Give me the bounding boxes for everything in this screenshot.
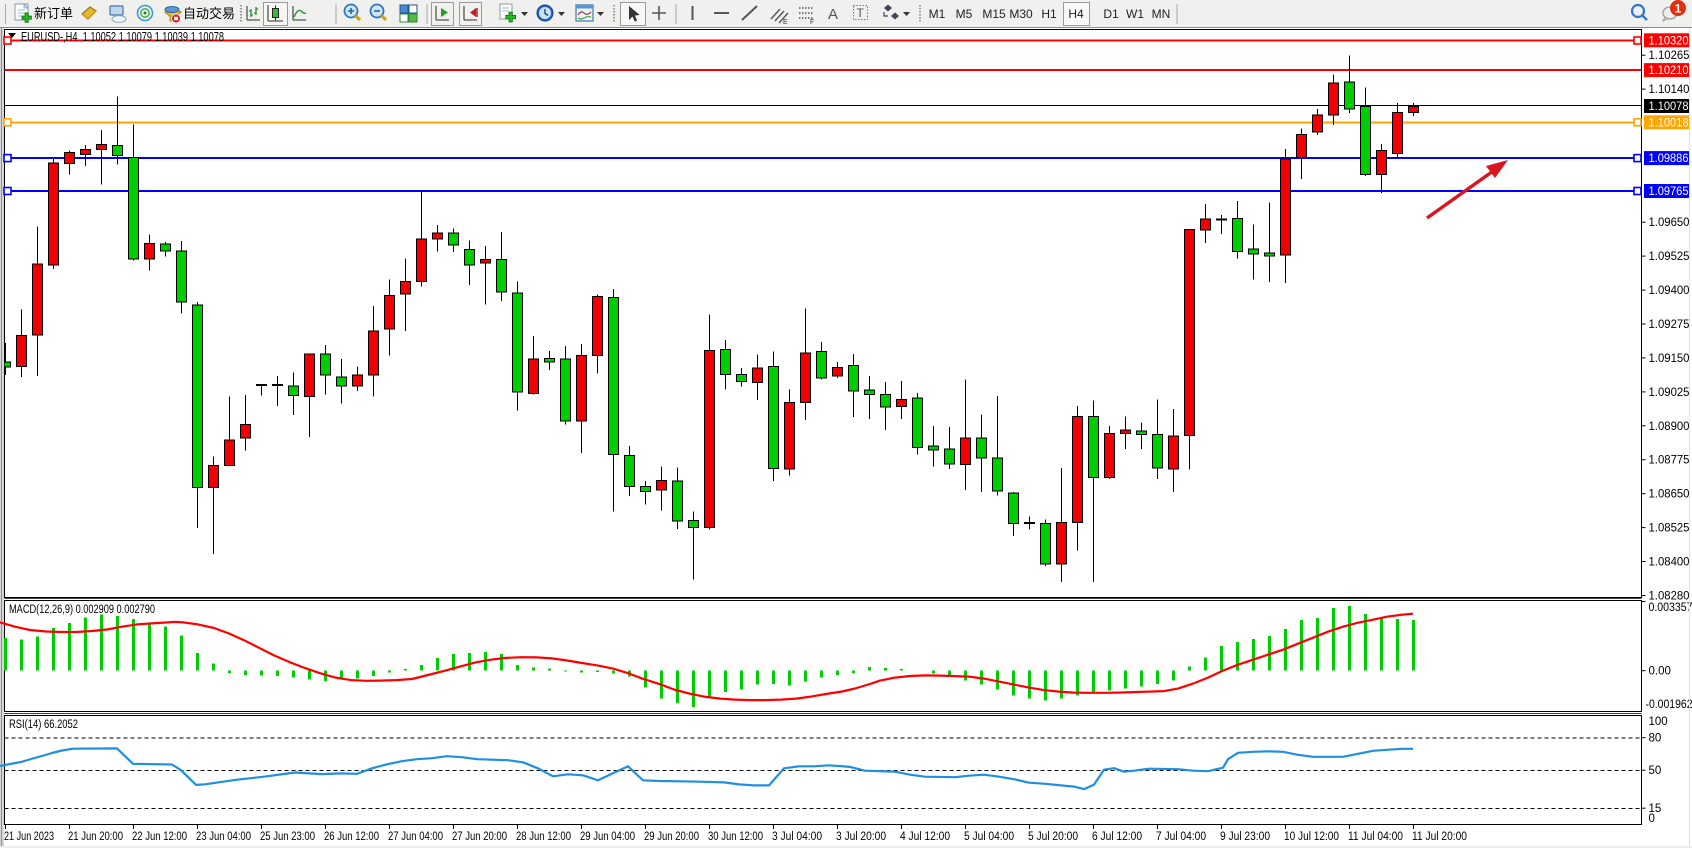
svg-text:11 Jul 20:00: 11 Jul 20:00	[1412, 831, 1467, 843]
svg-text:1.09765: 1.09765	[1649, 186, 1689, 198]
svg-text:30 Jun 12:00: 30 Jun 12:00	[708, 831, 763, 843]
svg-text:21 Jun 2023: 21 Jun 2023	[4, 831, 54, 843]
svg-text:5 Jul 04:00: 5 Jul 04:00	[964, 831, 1014, 843]
svg-text:5 Jul 20:00: 5 Jul 20:00	[1028, 831, 1078, 843]
svg-text:29 Jun 04:00: 29 Jun 04:00	[580, 831, 635, 843]
svg-text:D1: D1	[1103, 7, 1119, 21]
svg-text:21 Jun 20:00: 21 Jun 20:00	[68, 831, 123, 843]
svg-text:3 Jul 20:00: 3 Jul 20:00	[836, 831, 886, 843]
svg-text:100: 100	[1649, 716, 1668, 728]
svg-text:11 Jul 04:00: 11 Jul 04:00	[1348, 831, 1403, 843]
svg-text:29 Jun 20:00: 29 Jun 20:00	[644, 831, 699, 843]
svg-text:W1: W1	[1126, 7, 1144, 21]
svg-text:1.08900: 1.08900	[1649, 421, 1690, 433]
svg-text:1.08650: 1.08650	[1649, 489, 1690, 501]
svg-text:H4: H4	[1068, 7, 1084, 21]
svg-text:1.10078: 1.10078	[1649, 101, 1689, 113]
svg-text:1.09025: 1.09025	[1649, 387, 1690, 399]
svg-text:M1: M1	[929, 7, 946, 21]
svg-text:T: T	[857, 6, 865, 20]
svg-text:7 Jul 04:00: 7 Jul 04:00	[1156, 831, 1206, 843]
svg-text:新订单: 新订单	[34, 6, 73, 21]
svg-text:80: 80	[1649, 733, 1662, 745]
svg-text:1.10018: 1.10018	[1649, 117, 1689, 129]
svg-text:自动交易: 自动交易	[183, 6, 235, 21]
svg-text:1.09400: 1.09400	[1649, 285, 1690, 297]
svg-text:A: A	[828, 6, 838, 23]
svg-text:50: 50	[1649, 765, 1662, 777]
svg-text:E: E	[783, 19, 788, 26]
svg-text:1.08525: 1.08525	[1649, 523, 1690, 535]
svg-text:22 Jun 12:00: 22 Jun 12:00	[132, 831, 187, 843]
svg-text:10 Jul 12:00: 10 Jul 12:00	[1284, 831, 1339, 843]
svg-text:-0.001962: -0.001962	[1646, 699, 1692, 711]
svg-text:1.09275: 1.09275	[1649, 319, 1690, 331]
svg-text:3 Jul 04:00: 3 Jul 04:00	[772, 831, 822, 843]
svg-text:EURUSD-,H4 1.10052 1.10079 1.: EURUSD-,H4 1.10052 1.10079 1.10039 1.100…	[21, 30, 224, 44]
svg-text:15: 15	[1649, 803, 1662, 815]
svg-text:M15: M15	[982, 7, 1006, 21]
svg-text:1.08280: 1.08280	[1649, 591, 1690, 603]
svg-text:1.10210: 1.10210	[1649, 65, 1689, 77]
svg-text:25 Jun 23:00: 25 Jun 23:00	[260, 831, 315, 843]
svg-text:1: 1	[1675, 2, 1682, 16]
svg-text:0: 0	[1649, 813, 1655, 825]
svg-text:28 Jun 12:00: 28 Jun 12:00	[516, 831, 571, 843]
svg-text:0.00: 0.00	[1649, 666, 1671, 678]
svg-text:1.09150: 1.09150	[1649, 353, 1690, 365]
svg-text:4 Jul 12:00: 4 Jul 12:00	[900, 831, 950, 843]
svg-text:1.10320: 1.10320	[1649, 35, 1689, 47]
svg-text:H1: H1	[1041, 7, 1057, 21]
svg-text:0.003357: 0.003357	[1649, 602, 1692, 614]
svg-text:F: F	[810, 19, 814, 26]
svg-text:1.10265: 1.10265	[1649, 50, 1690, 62]
svg-text:M5: M5	[956, 7, 973, 21]
svg-text:MACD(12,26,9) 0.002909 0.00279: MACD(12,26,9) 0.002909 0.002790	[9, 604, 155, 616]
svg-text:MN: MN	[1152, 7, 1171, 21]
svg-text:27 Jun 20:00: 27 Jun 20:00	[452, 831, 507, 843]
svg-text:1.10140: 1.10140	[1649, 84, 1690, 96]
svg-text:RSI(14) 66.2052: RSI(14) 66.2052	[9, 719, 78, 731]
svg-text:23 Jun 04:00: 23 Jun 04:00	[196, 831, 251, 843]
svg-text:9 Jul 23:00: 9 Jul 23:00	[1220, 831, 1270, 843]
svg-text:1.09525: 1.09525	[1649, 251, 1690, 263]
svg-text:27 Jun 04:00: 27 Jun 04:00	[388, 831, 443, 843]
svg-text:M30: M30	[1009, 7, 1033, 21]
svg-text:1.09650: 1.09650	[1649, 217, 1690, 229]
svg-text:1.08400: 1.08400	[1649, 557, 1690, 569]
svg-text:6 Jul 12:00: 6 Jul 12:00	[1092, 831, 1142, 843]
svg-text:1.09886: 1.09886	[1649, 153, 1689, 165]
svg-text:26 Jun 12:00: 26 Jun 12:00	[324, 831, 379, 843]
svg-text:1.08775: 1.08775	[1649, 455, 1690, 467]
